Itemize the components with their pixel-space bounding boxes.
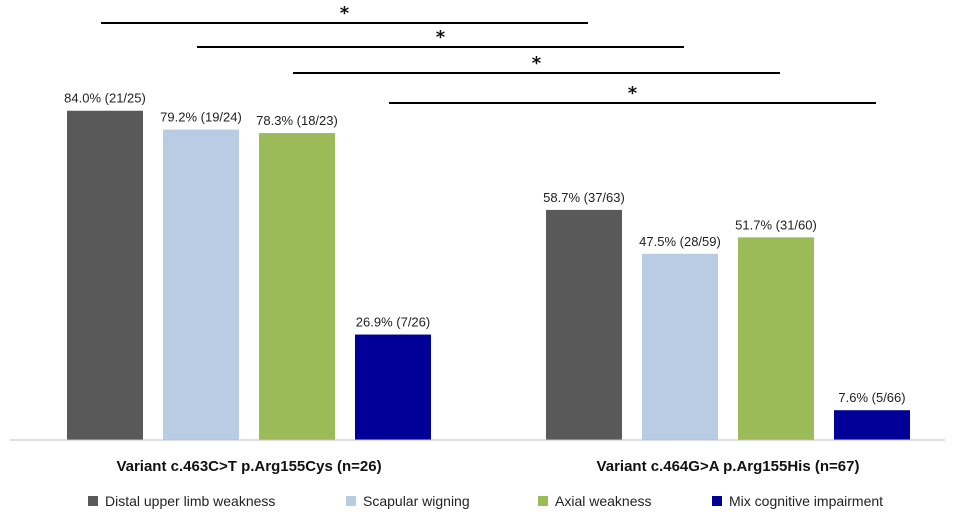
legend: Distal upper limb weakness Scapular wigni… — [88, 493, 883, 509]
data-labels: 84.0% (21/25) 79.2% (19/24) 78.3% (18/23) 2… — [64, 91, 905, 405]
legend-swatch — [712, 496, 722, 506]
category-label: Variant c.464G>A p.Arg155His (n=67) — [597, 458, 860, 475]
legend-swatch — [88, 496, 98, 506]
bars — [67, 110, 910, 440]
bar-2-group-1 — [163, 129, 239, 440]
legend-swatch — [538, 496, 548, 506]
data-label: 47.5% (28/59) — [639, 234, 721, 249]
data-label: 58.7% (37/63) — [543, 190, 625, 205]
significance-brackets: * * * * — [101, 3, 876, 104]
significance-star: * — [340, 3, 350, 24]
bar-1-group-1 — [67, 110, 143, 440]
legend-label: Distal upper limb weakness — [105, 493, 275, 509]
bar-2-group-2 — [642, 253, 718, 440]
significance-star: * — [628, 83, 638, 104]
category-labels: Variant c.463C>T p.Arg155Cys (n=26) Varia… — [116, 458, 859, 475]
data-label: 51.7% (31/60) — [735, 217, 817, 232]
bar-1-group-2 — [546, 209, 622, 440]
bar-3-group-2 — [738, 237, 814, 440]
significance-star: * — [532, 53, 542, 74]
legend-label: Mix cognitive impairment — [729, 493, 883, 509]
data-label: 78.3% (18/23) — [256, 113, 338, 128]
data-label: 79.2% (19/24) — [160, 110, 242, 125]
legend-label: Axial weakness — [555, 493, 652, 509]
legend-label: Scapular wigning — [363, 493, 470, 509]
bar-3-group-1 — [259, 133, 335, 440]
legend-swatch — [346, 496, 356, 506]
data-label: 26.9% (7/26) — [356, 315, 430, 330]
significance-star: * — [436, 27, 446, 48]
bar-4-group-2 — [834, 410, 910, 440]
category-label: Variant c.463C>T p.Arg155Cys (n=26) — [116, 458, 381, 475]
data-label: 84.0% (21/25) — [64, 91, 146, 106]
bar-4-group-1 — [355, 334, 431, 440]
data-label: 7.6% (5/66) — [838, 390, 905, 405]
